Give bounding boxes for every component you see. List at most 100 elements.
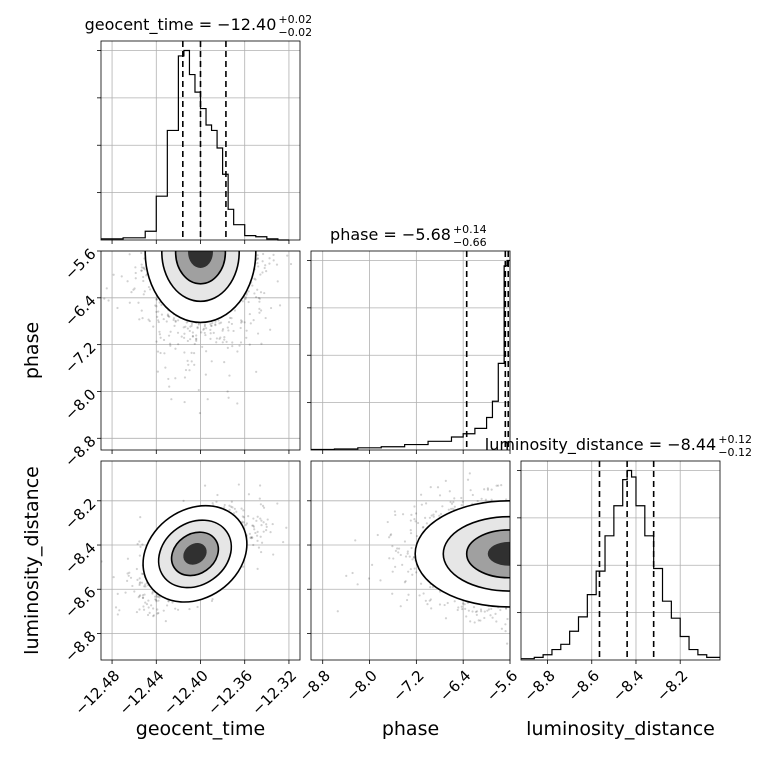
sample-point xyxy=(164,619,167,623)
sample-point xyxy=(472,606,476,609)
sample-point xyxy=(197,388,200,392)
sample-point xyxy=(471,493,474,497)
sample-point xyxy=(451,507,454,510)
sample-point xyxy=(404,555,408,558)
sample-point xyxy=(460,605,463,608)
sample-point xyxy=(151,592,154,595)
sample-point xyxy=(432,513,435,516)
sample-point xyxy=(252,517,255,520)
sample-point xyxy=(137,596,140,599)
sample-point xyxy=(266,518,269,521)
sample-point xyxy=(448,490,451,493)
sample-point xyxy=(185,321,188,324)
sample-point xyxy=(379,579,382,582)
x-axis-label: phase xyxy=(382,718,439,740)
sample-point xyxy=(386,520,389,524)
sample-point xyxy=(204,333,207,337)
sample-point xyxy=(487,608,491,611)
sample-point xyxy=(247,514,250,518)
sample-point xyxy=(141,596,145,599)
sample-point xyxy=(191,331,194,334)
sample-point xyxy=(141,543,144,546)
sample-point xyxy=(419,582,423,585)
sample-point xyxy=(461,500,464,503)
sample-point xyxy=(197,323,200,326)
sample-point xyxy=(140,263,143,266)
x-tick-label: −8.4 xyxy=(609,667,647,705)
sample-point xyxy=(142,275,145,279)
sample-point xyxy=(432,515,435,518)
sample-point xyxy=(211,502,214,505)
sample-point xyxy=(497,484,500,487)
sample-point xyxy=(166,313,170,316)
sample-point xyxy=(469,489,472,492)
sample-point xyxy=(251,536,254,539)
sample-point xyxy=(345,574,348,577)
sample-point xyxy=(244,297,247,300)
contour-line xyxy=(144,251,257,324)
sample-point xyxy=(188,369,191,372)
sample-point xyxy=(203,323,207,326)
sample-point xyxy=(407,593,410,596)
sample-point xyxy=(251,284,254,287)
sample-point xyxy=(147,285,151,289)
sample-point xyxy=(405,598,409,602)
sample-point xyxy=(410,513,413,516)
sample-point xyxy=(205,327,208,330)
sample-point xyxy=(407,570,410,573)
sample-point xyxy=(174,319,177,322)
sample-point xyxy=(174,347,177,350)
sample-point xyxy=(230,322,234,326)
sample-point xyxy=(424,599,427,602)
density-fill xyxy=(183,543,207,565)
sample-point xyxy=(137,301,140,304)
panel-title-text: phase = −5.68 xyxy=(330,225,451,244)
histogram-step xyxy=(101,49,289,241)
sample-point xyxy=(276,280,279,283)
sample-point xyxy=(142,267,145,270)
sample-point xyxy=(144,601,147,604)
sample-point xyxy=(450,502,454,505)
sample-point xyxy=(268,262,271,265)
sample-point xyxy=(424,502,428,505)
sample-point xyxy=(257,265,260,268)
sample-point xyxy=(135,567,138,571)
sample-point xyxy=(474,610,478,613)
sample-point xyxy=(155,340,158,343)
sample-point xyxy=(443,603,446,607)
sample-point xyxy=(168,342,172,345)
panel-title-sub: −0.12 xyxy=(718,446,752,459)
sample-point xyxy=(190,324,193,327)
sample-point xyxy=(394,549,398,552)
sample-point xyxy=(195,339,198,343)
sample-point xyxy=(236,350,239,353)
sample-point xyxy=(241,520,244,523)
sample-point xyxy=(247,300,250,304)
sample-point xyxy=(155,298,158,301)
sample-point xyxy=(152,614,155,617)
sample-point xyxy=(107,299,110,302)
sample-point xyxy=(438,514,441,517)
sample-point xyxy=(209,337,212,340)
hist-panel-geocent_time: geocent_time = −12.40 +0.02−0.02 xyxy=(85,13,312,244)
sample-point xyxy=(413,567,416,570)
sample-point xyxy=(157,611,160,615)
sample-point xyxy=(408,555,411,558)
sample-point xyxy=(444,617,448,620)
sample-point xyxy=(253,528,256,531)
x-tick-label: −8.2 xyxy=(653,667,691,705)
histogram-step xyxy=(311,259,510,451)
sample-point xyxy=(156,370,159,373)
sample-point xyxy=(105,287,108,290)
sample-point xyxy=(167,334,171,337)
sample-point xyxy=(247,290,250,293)
sample-point xyxy=(134,271,137,275)
sample-point xyxy=(252,319,255,322)
sample-point xyxy=(500,627,503,630)
sample-point xyxy=(173,324,176,327)
sample-point xyxy=(436,486,440,489)
sample-point xyxy=(259,535,262,538)
sample-point xyxy=(258,297,261,300)
sample-point xyxy=(262,252,265,256)
sample-point xyxy=(413,518,416,521)
